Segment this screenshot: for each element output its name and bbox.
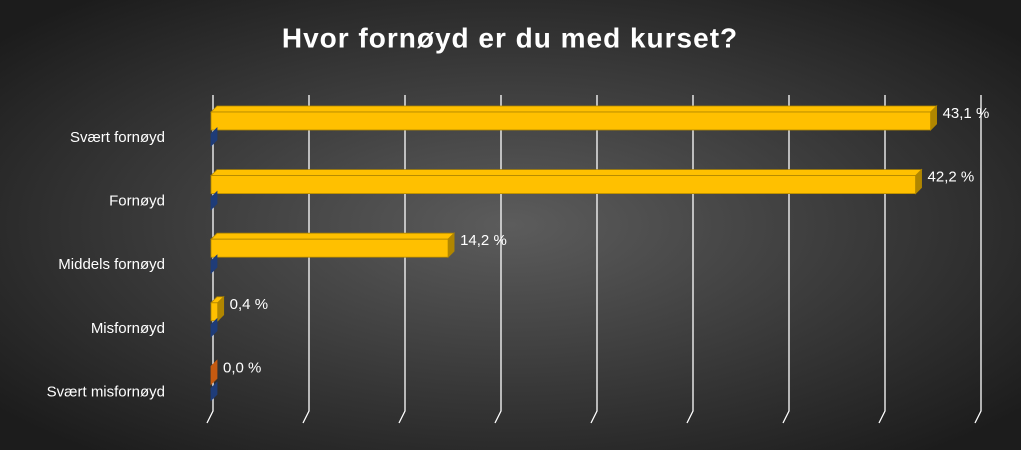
bar [210,359,218,386]
bar [210,190,218,211]
value-label: 0,0 % [223,359,261,376]
bar-top [210,232,456,240]
bar [210,381,218,402]
grid-line [686,95,694,424]
bar-front [210,238,449,258]
grid-line [782,95,790,424]
bar-side [210,254,218,275]
y-tick-label: Middels fornøyd [58,256,165,273]
bar-front [210,175,916,195]
value-label: 0,4 % [230,296,268,313]
bar-side [210,381,218,402]
chart-title: Hvor fornøyd er du med kurset? [282,22,738,53]
bar [210,232,456,259]
y-tick-label: Misfornøyd [91,320,165,337]
bar-side [210,359,218,386]
bar-top [210,105,938,113]
bar-side [210,127,218,147]
value-label: 14,2 % [460,232,507,249]
bar [210,105,938,131]
y-tick-label: Svært fornøyd [70,129,165,146]
bar [210,317,218,338]
bar-side [210,190,218,211]
bar-front [210,111,931,131]
grid-line [878,95,886,424]
bar [210,168,923,195]
grid-line [302,95,310,424]
y-tick-label: Fornøyd [109,193,165,210]
bar-side [210,317,218,338]
value-label: 43,1 % [943,105,990,122]
y-tick-label: Svært misfornøyd [47,383,165,400]
grid-line [494,95,502,424]
bar [210,127,218,147]
grid-line [974,95,982,424]
grid-line [590,95,598,424]
bar [210,254,218,275]
value-label: 42,2 % [928,169,975,186]
bar-top [210,169,923,177]
grid-line [398,95,406,424]
bar-front [210,302,219,322]
bar [210,295,225,322]
